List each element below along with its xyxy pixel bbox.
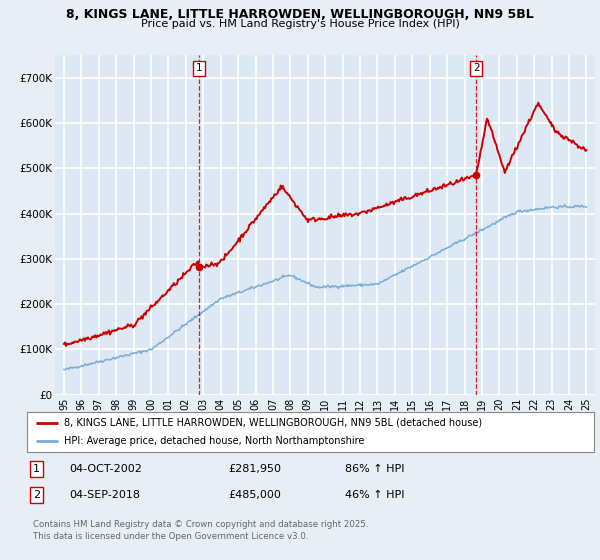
Text: 1: 1 (33, 464, 40, 474)
Text: Price paid vs. HM Land Registry's House Price Index (HPI): Price paid vs. HM Land Registry's House … (140, 19, 460, 29)
Text: 1: 1 (196, 63, 202, 73)
Text: 8, KINGS LANE, LITTLE HARROWDEN, WELLINGBOROUGH, NN9 5BL (detached house): 8, KINGS LANE, LITTLE HARROWDEN, WELLING… (64, 418, 482, 428)
Text: HPI: Average price, detached house, North Northamptonshire: HPI: Average price, detached house, Nort… (64, 436, 364, 446)
Text: 2: 2 (473, 63, 479, 73)
Text: £485,000: £485,000 (228, 490, 281, 500)
Text: 2: 2 (33, 490, 40, 500)
Text: 04-OCT-2002: 04-OCT-2002 (69, 464, 142, 474)
Text: Contains HM Land Registry data © Crown copyright and database right 2025.
This d: Contains HM Land Registry data © Crown c… (33, 520, 368, 541)
Text: £281,950: £281,950 (228, 464, 281, 474)
Text: 8, KINGS LANE, LITTLE HARROWDEN, WELLINGBOROUGH, NN9 5BL: 8, KINGS LANE, LITTLE HARROWDEN, WELLING… (66, 8, 534, 21)
Text: 86% ↑ HPI: 86% ↑ HPI (345, 464, 404, 474)
Text: 46% ↑ HPI: 46% ↑ HPI (345, 490, 404, 500)
Text: 04-SEP-2018: 04-SEP-2018 (69, 490, 140, 500)
